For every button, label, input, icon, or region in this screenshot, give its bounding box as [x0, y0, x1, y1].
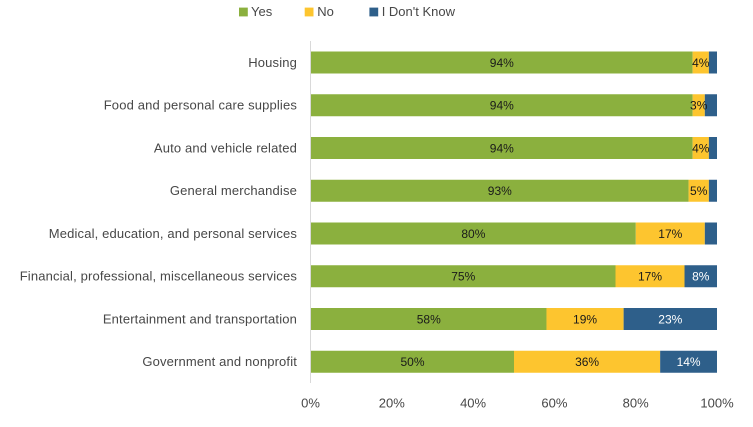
svg-text:19%: 19%: [573, 312, 597, 326]
svg-text:General merchandise: General merchandise: [170, 183, 297, 198]
svg-text:Yes: Yes: [251, 4, 273, 19]
svg-text:93%: 93%: [488, 184, 512, 198]
svg-text:No: No: [317, 4, 334, 19]
svg-text:80%: 80%: [623, 395, 649, 410]
svg-text:60%: 60%: [541, 395, 567, 410]
svg-text:5%: 5%: [690, 184, 708, 198]
svg-text:14%: 14%: [677, 355, 701, 369]
svg-text:100%: 100%: [700, 395, 734, 410]
svg-text:58%: 58%: [417, 312, 441, 326]
svg-text:I Don't Know: I Don't Know: [382, 4, 456, 19]
svg-text:80%: 80%: [461, 227, 485, 241]
svg-text:50%: 50%: [400, 355, 424, 369]
svg-text:Housing: Housing: [248, 55, 297, 70]
svg-text:75%: 75%: [451, 270, 475, 284]
svg-text:17%: 17%: [638, 270, 662, 284]
svg-text:Food and personal care supplie: Food and personal care supplies: [104, 98, 298, 113]
svg-text:Government and nonprofit: Government and nonprofit: [142, 354, 297, 369]
svg-text:Entertainment and transportati: Entertainment and transportation: [103, 311, 297, 326]
svg-text:94%: 94%: [490, 141, 514, 155]
svg-text:23%: 23%: [658, 312, 682, 326]
svg-text:0%: 0%: [301, 395, 320, 410]
svg-text:4%: 4%: [692, 56, 710, 70]
svg-text:Medical, education, and person: Medical, education, and personal service…: [49, 226, 298, 241]
svg-text:Auto and vehicle related: Auto and vehicle related: [154, 140, 297, 155]
svg-text:40%: 40%: [460, 395, 486, 410]
svg-text:8%: 8%: [692, 270, 710, 284]
svg-text:94%: 94%: [490, 99, 514, 113]
svg-text:36%: 36%: [575, 355, 599, 369]
svg-text:Financial, professional, misce: Financial, professional, miscellaneous s…: [20, 269, 298, 284]
svg-text:20%: 20%: [379, 395, 405, 410]
svg-text:3%: 3%: [690, 99, 708, 113]
svg-text:94%: 94%: [490, 56, 514, 70]
svg-text:4%: 4%: [692, 141, 710, 155]
svg-text:17%: 17%: [658, 227, 682, 241]
